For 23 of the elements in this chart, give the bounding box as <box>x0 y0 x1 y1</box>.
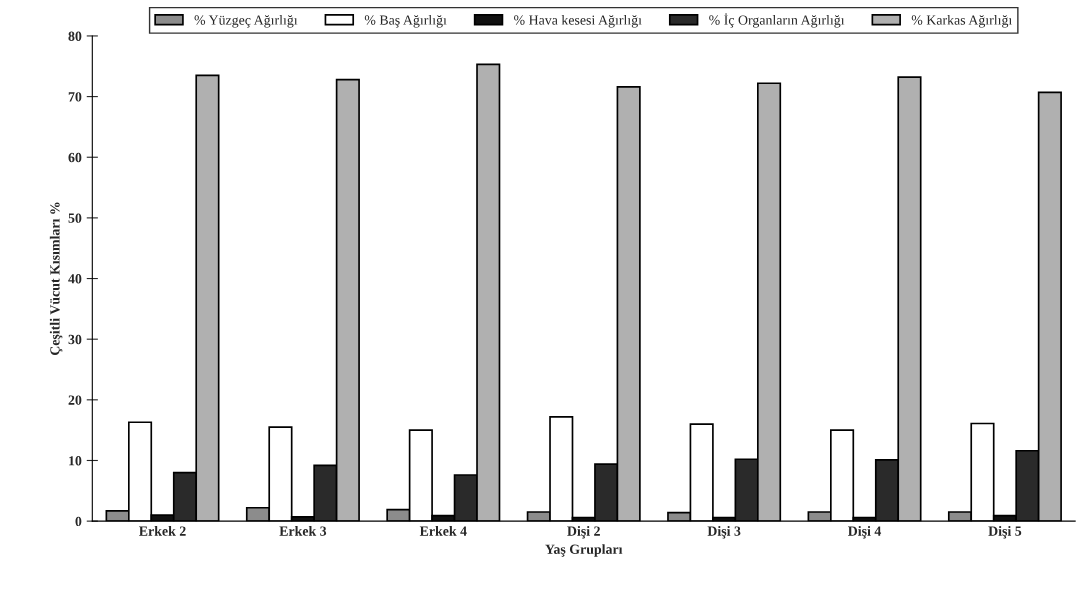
y-tick-label: 0 <box>75 516 82 527</box>
y-axis-title: Çeşitli Vücut Kısımları % <box>49 202 63 356</box>
x-tick-label: Dişi 3 <box>707 525 741 539</box>
x-tick-label: Dişi 5 <box>988 525 1022 539</box>
x-tick-label: Erkek 3 <box>279 525 327 536</box>
legend-label: % Baş Ağırlığı <box>364 14 447 28</box>
legend-label: % Yüzgeç Ağırlığı <box>194 14 298 28</box>
x-tick-label: Erkek 4 <box>419 525 467 536</box>
legend-label: % Hava kesesi Ağırlığı <box>514 14 642 28</box>
x-tick-label: Dişi 2 <box>567 525 600 539</box>
y-tick-label: 40 <box>68 274 82 284</box>
y-tick-label: 20 <box>68 395 82 405</box>
x-tick-label: Dişi 4 <box>847 525 882 539</box>
y-tick-label: 50 <box>68 213 82 223</box>
x-tick-label: Erkek 2 <box>139 525 186 536</box>
y-tick-label: 80 <box>68 31 82 41</box>
y-tick-label: 30 <box>68 334 82 345</box>
y-tick-label: 60 <box>68 152 82 163</box>
legend-label: % İç Organların Ağırlığı <box>709 13 845 28</box>
legend-label: % Karkas Ağırlığı <box>911 14 1013 28</box>
y-tick-label: 10 <box>69 456 82 466</box>
x-axis-title: Yaş Grupları <box>545 544 623 557</box>
y-tick-label: 70 <box>68 92 82 102</box>
